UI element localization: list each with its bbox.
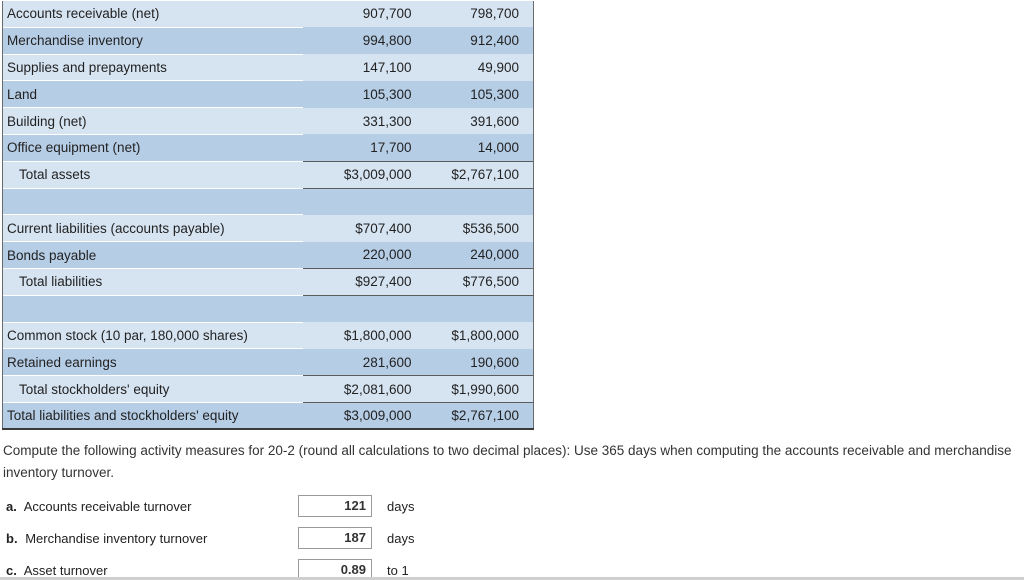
table-row-bonds-payable: Bonds payable 220,000 240,000: [2, 241, 534, 269]
row-label: Bonds payable: [2, 241, 303, 269]
value-current-year: 994,800: [362, 33, 412, 49]
row-label: [2, 187, 303, 215]
answer-unit-a: days: [387, 499, 415, 514]
row-label: Current liabilities (accounts payable): [2, 214, 303, 242]
table-row-total-liabilities-equity: Total liabilities and stockholders' equi…: [2, 401, 534, 431]
table-row-total-liabilities: Total liabilities $927,400 $776,500: [2, 267, 534, 296]
value-prior-year: $776,500: [413, 267, 534, 296]
value-prior-year: 912,400: [413, 27, 534, 55]
row-label: Total liabilities: [2, 267, 303, 296]
row-label: Building (net): [2, 107, 303, 135]
row-label: Merchandise inventory: [2, 26, 303, 55]
row-label: Retained earnings: [2, 348, 303, 376]
question-letter: c.: [6, 563, 17, 578]
row-label: Common stock (10 par, 180,000 shares): [2, 321, 303, 349]
question-letter: a.: [6, 499, 17, 514]
value-prior-year: $2,767,100: [413, 402, 534, 431]
row-label: Total stockholders' equity: [2, 375, 303, 403]
value-prior-year: $1,800,000: [413, 322, 534, 349]
table-row-current-liabilities: Current liabilities (accounts payable) $…: [2, 214, 534, 242]
table-row-merchandise-inventory: Merchandise inventory 994,800 912,400: [2, 26, 534, 55]
value-current-year: $707,400: [355, 220, 412, 236]
instructions-text: Compute the following activity measures …: [3, 443, 1012, 480]
question-label: Merchandise inventory turnover: [25, 531, 208, 546]
value-prior-year: 105,300: [413, 80, 534, 108]
question-label: Accounts receivable turnover: [23, 499, 192, 514]
bottom-edge-bar: [0, 577, 1024, 580]
value-prior-year: [413, 188, 534, 215]
question-c: c. Asset turnover: [6, 560, 108, 580]
row-label: Accounts receivable (net): [2, 0, 303, 28]
table-row-office-equipment: Office equipment (net) 17,700 14,000: [2, 133, 534, 162]
value-prior-year: $1,990,600: [413, 375, 534, 403]
table-row-spacer: [2, 294, 534, 323]
value-prior-year: [413, 295, 534, 323]
value-current-year: 281,600: [362, 354, 412, 370]
row-label: Total liabilities and stockholders' equi…: [2, 401, 303, 431]
table-row-accounts-receivable: Accounts receivable (net) 907,700 798,70…: [2, 0, 534, 28]
table-row-common-stock: Common stock (10 par, 180,000 shares) $1…: [2, 321, 534, 349]
question-label: Asset turnover: [23, 563, 108, 578]
value-current-year: 331,300: [362, 113, 412, 129]
value-prior-year: 391,600: [413, 107, 534, 135]
question-b: b. Merchandise inventory turnover: [6, 528, 207, 550]
row-label: Land: [2, 80, 303, 108]
answer-unit-c: to 1: [387, 563, 409, 578]
value-prior-year: 14,000: [413, 134, 534, 162]
value-current-year: 147,100: [362, 59, 412, 75]
row-label: [2, 294, 303, 323]
answer-input-c[interactable]: 0.89: [298, 559, 372, 580]
value-prior-year: 798,700: [413, 0, 534, 28]
value-prior-year: 190,600: [413, 348, 534, 376]
answer-input-b[interactable]: 187: [298, 527, 372, 549]
table-row-retained-earnings: Retained earnings 281,600 190,600: [2, 348, 534, 376]
value-current-year: $927,400: [302, 267, 414, 296]
row-label: Office equipment (net): [2, 133, 303, 162]
table-row-spacer: [2, 187, 534, 215]
value-current-year: 105,300: [362, 86, 412, 102]
value-current-year: [303, 295, 414, 322]
value-current-year: [303, 188, 414, 215]
row-label: Supplies and prepayments: [2, 53, 303, 81]
value-prior-year: 240,000: [413, 241, 534, 269]
answer-unit-b: days: [387, 531, 415, 546]
question-letter: b.: [6, 531, 18, 546]
table-row-total-equity: Total stockholders' equity $2,081,600 $1…: [2, 375, 534, 403]
balance-sheet-table: Accounts receivable (net) 907,700 798,70…: [2, 0, 534, 431]
value-prior-year: $2,767,100: [413, 160, 534, 189]
table-row-land: Land 105,300 105,300: [2, 80, 534, 108]
value-current-year: 907,700: [362, 6, 412, 22]
value-current-year: $3,009,000: [302, 402, 414, 431]
question-a: a. Accounts receivable turnover: [6, 496, 191, 518]
value-current-year: $3,009,000: [302, 160, 414, 189]
value-prior-year: $536,500: [413, 214, 534, 242]
value-current-year: $1,800,000: [343, 327, 412, 343]
table-row-building: Building (net) 331,300 391,600: [2, 107, 534, 135]
value-current-year: $2,081,600: [302, 375, 414, 403]
table-row-total-assets: Total assets $3,009,000 $2,767,100: [2, 160, 534, 189]
table-row-supplies: Supplies and prepayments 147,100 49,900: [2, 53, 534, 81]
value-current-year: 220,000: [362, 247, 412, 263]
answer-input-a[interactable]: 121: [298, 495, 372, 517]
value-prior-year: 49,900: [413, 54, 534, 81]
row-label: Total assets: [2, 160, 303, 189]
value-current-year: 17,700: [370, 140, 412, 156]
